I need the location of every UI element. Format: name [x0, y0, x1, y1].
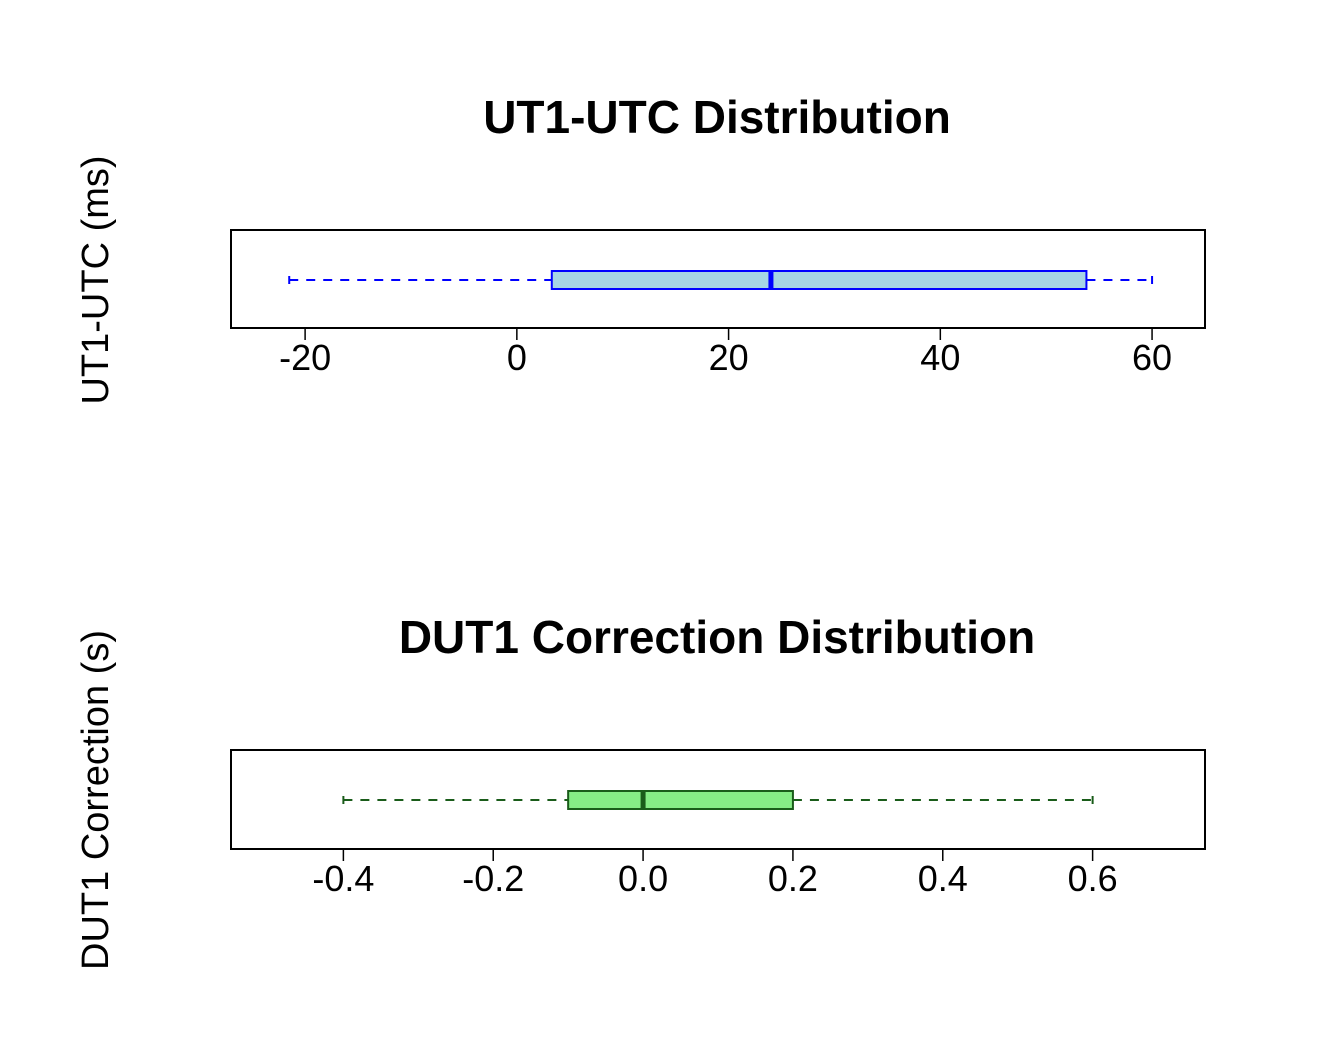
boxplot-marks-ut1-utc — [288, 270, 1154, 290]
plot-frame-ut1-utc — [230, 229, 1206, 329]
y-axis-label-dut1: DUT1 Correction (s) — [75, 630, 117, 970]
plot-frame-dut1 — [230, 749, 1206, 850]
box-iqr — [567, 790, 794, 810]
x-axis-dut1: -0.4 -0.2 0.0 0.2 0.4 0.6 — [312, 849, 1118, 899]
x-tick-label: 60 — [1132, 337, 1172, 378]
y-axis-label-ut1-utc: UT1-UTC (ms) — [75, 155, 117, 404]
panel-dut1: DUT1 Correction Distribution DUT1 Correc… — [75, 611, 1206, 970]
x-tick-label: -0.2 — [462, 858, 524, 899]
x-tick-label: 0.6 — [1068, 858, 1118, 899]
box-iqr — [550, 270, 1088, 290]
x-tick-label: 0.0 — [618, 858, 668, 899]
x-tick-label: 0 — [507, 337, 527, 378]
chart-title-ut1-utc: UT1-UTC Distribution — [483, 91, 951, 143]
boxplot-marks-dut1 — [342, 790, 1094, 810]
x-tick-label: 0.2 — [768, 858, 818, 899]
x-tick-label: 20 — [709, 337, 749, 378]
x-tick-label: -0.4 — [312, 858, 374, 899]
x-axis-ut1-utc: -20 0 20 40 60 — [279, 328, 1172, 378]
panel-ut1-utc: UT1-UTC Distribution UT1-UTC (ms) -20 0 20… — [75, 91, 1206, 405]
x-tick-label: 0.4 — [918, 858, 968, 899]
chart-title-dut1: DUT1 Correction Distribution — [399, 611, 1035, 663]
x-tick-label: 40 — [920, 337, 960, 378]
x-tick-label: -20 — [279, 337, 331, 378]
